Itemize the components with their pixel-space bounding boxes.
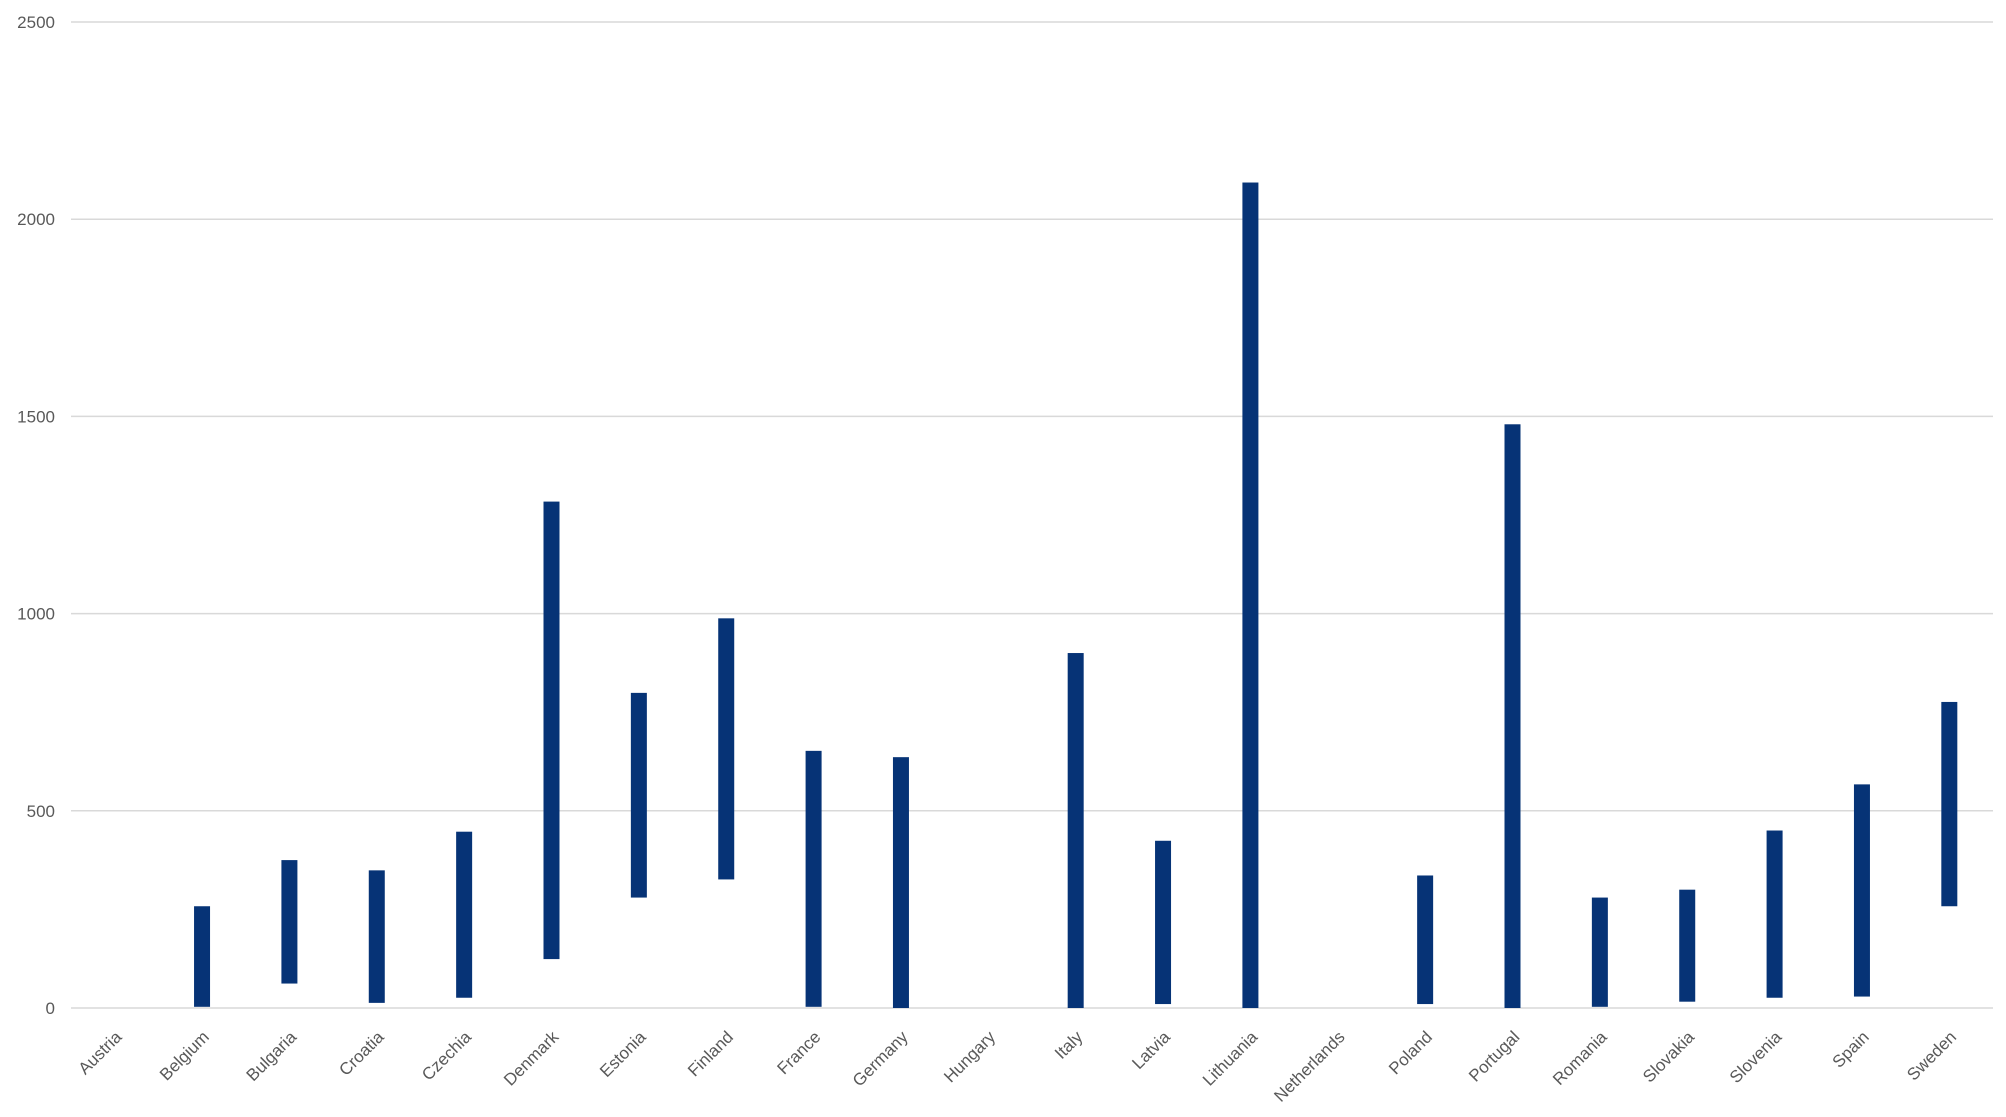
y-tick-label: 2000 (17, 210, 55, 229)
bar-finland (718, 618, 735, 880)
x-tick-label: Portugal (1465, 1027, 1523, 1085)
x-tick-label: Slovakia (1639, 1027, 1698, 1086)
y-tick-label: 1500 (17, 407, 55, 426)
bar-italy (1067, 653, 1084, 1008)
x-tick-label: Netherlands (1270, 1027, 1348, 1105)
x-tick-label: Bulgaria (243, 1027, 301, 1085)
bar-romania (1591, 897, 1608, 1007)
y-tick-label: 500 (27, 802, 55, 821)
x-tick-label: Denmark (500, 1027, 563, 1090)
x-tick-label: Lithuania (1199, 1027, 1262, 1090)
bar-denmark (543, 501, 560, 960)
bar-latvia (1155, 840, 1172, 1005)
x-tick-label: France (774, 1027, 825, 1078)
x-tick-label: Sweden (1903, 1027, 1960, 1084)
x-tick-label: Spain (1829, 1027, 1873, 1071)
x-tick-label: Latvia (1128, 1027, 1174, 1073)
bar-slovenia (1766, 830, 1783, 998)
y-tick-label: 2500 (17, 13, 55, 32)
bar-germany (892, 757, 909, 1008)
x-tick-label: Hungary (940, 1027, 999, 1086)
x-tick-label: Czechia (418, 1027, 475, 1084)
bar-bulgaria (281, 860, 298, 984)
bar-estonia (630, 692, 647, 898)
bar-croatia (368, 870, 385, 1003)
bar-spain (1853, 784, 1870, 997)
y-tick-label: 1000 (17, 605, 55, 624)
bar-portugal (1504, 424, 1521, 1009)
bar-slovakia (1679, 889, 1696, 1002)
x-tick-label: Italy (1051, 1027, 1087, 1063)
y-tick-label: 0 (46, 999, 55, 1018)
bar-lithuania (1242, 182, 1259, 1008)
bar-belgium (194, 906, 211, 1007)
x-tick-label: Germany (849, 1027, 912, 1090)
x-tick-label: Poland (1385, 1027, 1436, 1078)
x-tick-label: Romania (1549, 1027, 1611, 1089)
bar-france (805, 750, 822, 1007)
bar-czechia (456, 831, 473, 998)
x-tick-label: Estonia (596, 1027, 650, 1081)
bars (194, 182, 1958, 1009)
x-tick-label: Croatia (335, 1027, 388, 1080)
x-axis-tick-labels: Austria Belgium Bulgaria Croatia Czechia Denm… (75, 1027, 1960, 1106)
gridlines (71, 21, 1993, 1009)
bar-sweden (1941, 701, 1958, 907)
bar-poland (1417, 875, 1434, 1005)
x-tick-label: Finland (684, 1027, 737, 1080)
x-tick-label: Austria (75, 1027, 126, 1078)
x-tick-label: Slovenia (1726, 1027, 1786, 1087)
x-tick-label: Belgium (156, 1027, 213, 1084)
y-axis-tick-labels: 0 500 1000 1500 2000 2500 (17, 13, 55, 1018)
